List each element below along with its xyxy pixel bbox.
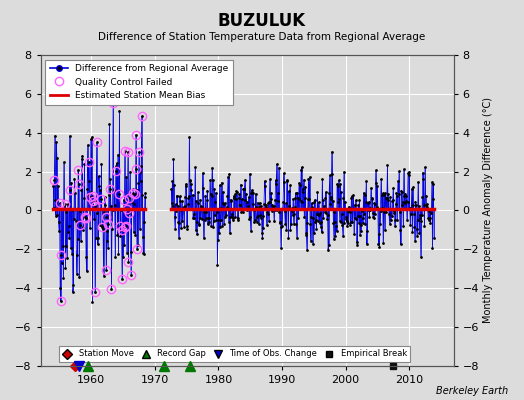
Text: Difference of Station Temperature Data from Regional Average: Difference of Station Temperature Data f… — [99, 32, 425, 42]
Y-axis label: Monthly Temperature Anomaly Difference (°C): Monthly Temperature Anomaly Difference (… — [483, 98, 493, 324]
Legend: Station Move, Record Gap, Time of Obs. Change, Empirical Break: Station Move, Record Gap, Time of Obs. C… — [59, 346, 410, 362]
Text: Berkeley Earth: Berkeley Earth — [436, 386, 508, 396]
Text: BUZULUK: BUZULUK — [218, 12, 306, 30]
